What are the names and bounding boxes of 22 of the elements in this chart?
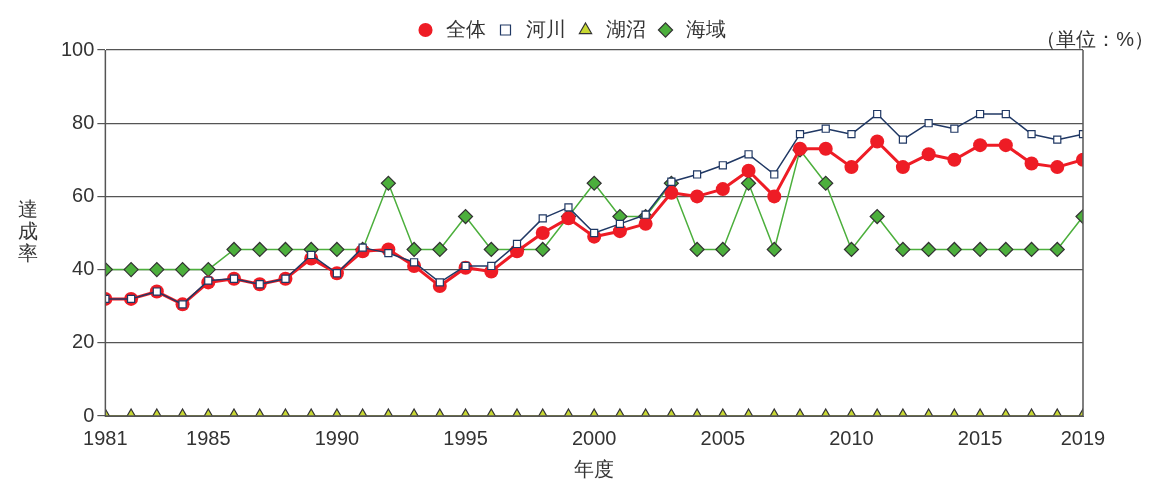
legend-label: 湖沼 [605,17,646,40]
x-tick-label: 2005 [700,426,746,449]
y-tick-label: 80 [72,110,95,133]
y-axis-title: 達成率 [17,198,39,264]
x-tick-label: 2010 [829,426,874,449]
x-tick-label: 1995 [443,426,488,449]
legend-label: 全体 [445,17,486,40]
x-tick-label: 1985 [186,426,231,449]
x-tick-label: 2000 [571,426,617,449]
x-tick-label: 1990 [314,426,360,449]
x-tick-label: 2015 [957,426,1003,449]
y-tick-label: 40 [72,257,95,280]
y-tick-label: 60 [72,183,95,206]
x-tick-label: 2019 [1060,426,1106,449]
y-tick-label: 100 [60,37,95,60]
text: （単位：%） [1036,27,1154,52]
y-tick-label: 0 [83,403,95,426]
y-tick-label: 20 [72,330,95,353]
x-tick-label: 1981 [83,426,128,449]
x-axis-title: 年度 [574,457,615,480]
legend-label: 河川 [525,17,566,40]
legend-label: 海域 [685,17,726,40]
